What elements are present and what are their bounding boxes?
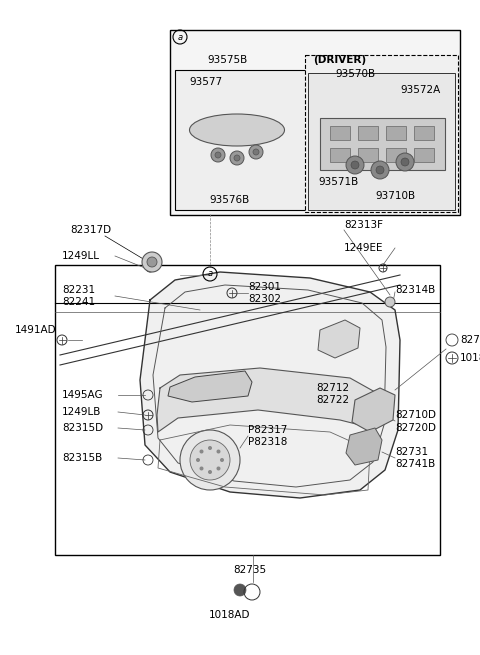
Bar <box>55 265 440 555</box>
Text: 93576B: 93576B <box>210 195 250 205</box>
Circle shape <box>196 458 200 462</box>
Circle shape <box>234 155 240 161</box>
Text: 82731: 82731 <box>395 447 428 457</box>
Circle shape <box>401 158 409 166</box>
Bar <box>358 148 378 162</box>
Circle shape <box>220 458 224 462</box>
Text: 93575B: 93575B <box>208 55 248 65</box>
Circle shape <box>200 449 204 453</box>
Bar <box>170 30 460 215</box>
Circle shape <box>211 148 225 162</box>
Text: 93570B: 93570B <box>335 69 375 79</box>
Bar <box>175 70 310 210</box>
Circle shape <box>253 149 259 155</box>
Circle shape <box>234 584 246 596</box>
Polygon shape <box>157 368 378 432</box>
Ellipse shape <box>190 114 285 146</box>
Text: 93571B: 93571B <box>318 177 358 187</box>
Bar <box>330 148 350 162</box>
Text: 93710B: 93710B <box>375 191 415 201</box>
Text: 82741B: 82741B <box>395 459 435 469</box>
Text: 82734A: 82734A <box>460 335 480 345</box>
Text: 82720D: 82720D <box>395 423 436 433</box>
Text: 1018AD: 1018AD <box>209 610 251 620</box>
Bar <box>330 126 350 140</box>
Circle shape <box>216 466 220 470</box>
Text: P82318: P82318 <box>248 437 288 447</box>
Text: 82710D: 82710D <box>395 410 436 420</box>
Circle shape <box>200 466 204 470</box>
Text: 1491AD: 1491AD <box>15 325 57 335</box>
Text: a: a <box>178 33 182 41</box>
Text: 82231: 82231 <box>62 285 95 295</box>
Text: 82315D: 82315D <box>62 423 103 433</box>
Text: 93572A: 93572A <box>400 85 440 95</box>
Text: 82313F: 82313F <box>344 220 383 230</box>
Circle shape <box>180 430 240 490</box>
Text: 82241: 82241 <box>62 297 95 307</box>
Circle shape <box>385 297 395 307</box>
Circle shape <box>249 145 263 159</box>
Polygon shape <box>352 388 395 432</box>
Text: 1018AD: 1018AD <box>460 353 480 363</box>
Text: 82314B: 82314B <box>395 285 435 295</box>
Polygon shape <box>168 371 252 402</box>
Circle shape <box>351 161 359 169</box>
Circle shape <box>346 156 364 174</box>
Circle shape <box>147 257 157 267</box>
Polygon shape <box>346 428 382 465</box>
Text: 1249LL: 1249LL <box>62 251 100 261</box>
Text: 1495AG: 1495AG <box>62 390 104 400</box>
Text: 93577: 93577 <box>189 77 222 87</box>
Text: (DRIVER): (DRIVER) <box>313 55 366 65</box>
Circle shape <box>216 449 220 453</box>
Circle shape <box>396 153 414 171</box>
Bar <box>320 118 445 170</box>
Bar <box>305 55 458 212</box>
Text: 82735: 82735 <box>233 565 266 575</box>
Text: 82712: 82712 <box>316 383 349 393</box>
Text: 82722: 82722 <box>316 395 349 405</box>
Text: 82301: 82301 <box>248 282 281 292</box>
Polygon shape <box>318 320 360 358</box>
Bar <box>308 73 455 210</box>
Bar <box>358 126 378 140</box>
Bar <box>386 148 406 162</box>
Circle shape <box>208 470 212 474</box>
Circle shape <box>215 152 221 158</box>
Polygon shape <box>140 272 400 498</box>
Circle shape <box>376 166 384 174</box>
Text: a: a <box>207 269 213 278</box>
Circle shape <box>190 440 230 480</box>
Circle shape <box>230 151 244 165</box>
Text: 1249LB: 1249LB <box>62 407 101 417</box>
Circle shape <box>142 252 162 272</box>
Text: P82317: P82317 <box>248 425 288 435</box>
Text: 82302: 82302 <box>248 294 281 304</box>
Bar <box>386 126 406 140</box>
Circle shape <box>371 161 389 179</box>
Text: 1249EE: 1249EE <box>344 243 384 253</box>
Circle shape <box>208 446 212 450</box>
Bar <box>414 126 434 140</box>
Text: 82315B: 82315B <box>62 453 102 463</box>
Text: 82317D: 82317D <box>70 225 111 235</box>
Bar <box>414 148 434 162</box>
